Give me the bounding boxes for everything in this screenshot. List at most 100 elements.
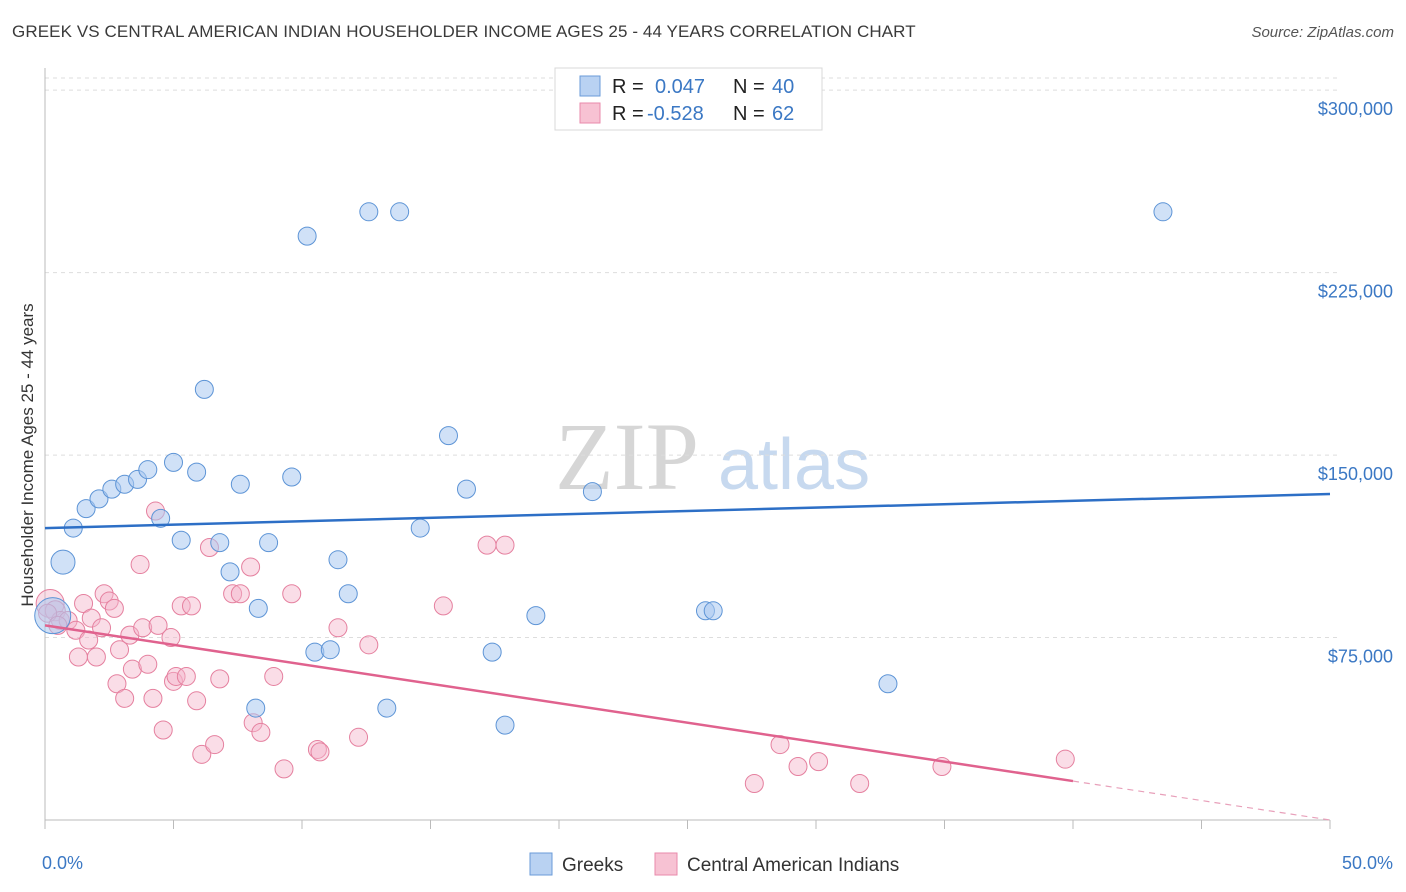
cai-point (171, 596, 191, 616)
cai-point (68, 647, 88, 667)
cai-point (328, 618, 348, 638)
watermark-zip: ZIP (555, 403, 699, 510)
legend-n-label-greeks: N = (733, 76, 765, 98)
greeks-point (390, 202, 410, 222)
cai-point (205, 735, 225, 755)
greeks-point (171, 530, 191, 550)
cai-point (153, 720, 173, 740)
y-tick-label: $225,000 (1318, 282, 1393, 302)
cai-point (176, 666, 196, 686)
greeks-point (76, 499, 96, 519)
cai-point (133, 618, 153, 638)
greeks-point (194, 379, 214, 399)
greeks-point (495, 715, 515, 735)
cai-point (349, 727, 369, 747)
greeks-point (138, 460, 158, 480)
series-greeks-points (34, 202, 1173, 735)
bottom-legend-swatch-greeks (529, 852, 553, 876)
chart-title: GREEK VS CENTRAL AMERICAN INDIAN HOUSEHO… (12, 22, 916, 41)
greeks-point (703, 601, 723, 621)
cai-point (122, 659, 142, 679)
cai-point (1055, 749, 1075, 769)
cai-point (307, 739, 327, 759)
greeks-point (164, 452, 183, 472)
cai-point (187, 691, 207, 711)
cai-point (166, 666, 186, 686)
legend-r-label-greeks: R = (612, 76, 644, 98)
cai-point (115, 688, 135, 708)
greeks-point (878, 674, 898, 694)
legend-swatch-cai (579, 102, 601, 124)
cai-point (130, 555, 150, 575)
greeks-point (338, 584, 358, 604)
greeks-point (246, 698, 266, 718)
greeks-point (230, 474, 250, 494)
cai-point (495, 535, 515, 555)
greeks-point (34, 597, 72, 635)
greeks-point (89, 489, 109, 509)
greeks-point (377, 698, 397, 718)
cai-point (192, 744, 212, 764)
cai-point (310, 742, 330, 762)
source-label: Source: ZipAtlas.com (1251, 24, 1394, 41)
legend-r-value-cai: -0.528 (647, 103, 704, 125)
y-tick-label: $150,000 (1318, 464, 1393, 484)
cai-trend-extension (1072, 780, 1331, 821)
legend-n-value-cai: 62 (772, 103, 794, 125)
x-tick-label-min: 0.0% (42, 853, 83, 873)
cai-point (850, 774, 870, 794)
axes (44, 68, 1331, 829)
bottom-legend-swatch-cai (654, 852, 678, 876)
trend-lines (44, 492, 1331, 821)
cai-point (164, 671, 183, 691)
cai-point (223, 584, 243, 604)
y-tick-label: $300,000 (1318, 99, 1393, 119)
gridlines (45, 77, 1338, 639)
cai-point (81, 608, 101, 628)
watermark-atlas: atlas (718, 425, 870, 505)
cai-point (104, 598, 124, 618)
legend-n-value-greeks: 40 (772, 76, 794, 98)
y-tick-label: $75,000 (1328, 647, 1393, 667)
legend-r-value-greeks: 0.047 (655, 76, 705, 98)
greeks-point (456, 479, 476, 499)
cai-point (210, 669, 230, 689)
greeks-point (220, 562, 240, 582)
greeks-point (410, 518, 430, 538)
cai-point (143, 688, 163, 708)
cai-point (477, 535, 497, 555)
stats-legend: R = 0.047 N = 40 R = -0.528 N = 62 (554, 67, 823, 131)
cai-point (433, 596, 453, 616)
greeks-point (582, 482, 602, 502)
series-legend: Greeks Central American Indians (529, 852, 899, 876)
cai-point (161, 628, 181, 648)
greeks-point (151, 508, 171, 528)
cai-point (148, 615, 168, 635)
cai-point (809, 752, 829, 772)
tick-labels: $75,000 $150,000 $225,000 $300,000 0.0% 50.0% (42, 99, 1393, 873)
cai-point (74, 593, 94, 613)
greeks-point (187, 462, 207, 482)
greeks-point (320, 640, 340, 660)
cai-point (359, 635, 379, 655)
greeks-point (248, 598, 268, 618)
cai-point (788, 756, 808, 776)
cai-point (282, 584, 302, 604)
x-tick-label-max: 50.0% (1342, 853, 1393, 873)
cai-point (230, 584, 250, 604)
greeks-point (438, 426, 458, 446)
legend-r-label-cai: R = (612, 103, 644, 125)
bottom-legend-cai: Central American Indians (687, 855, 899, 876)
cai-point (138, 654, 158, 674)
greeks-point (259, 533, 279, 553)
cai-trend-line (44, 624, 1074, 783)
cai-point (86, 647, 106, 667)
bottom-legend-greeks: Greeks (562, 855, 623, 876)
greeks-point (1153, 202, 1173, 222)
greeks-point (210, 533, 230, 553)
y-axis-label: Householder Income Ages 25 - 44 years (18, 303, 37, 606)
greeks-point (282, 467, 302, 487)
greeks-point (328, 550, 348, 570)
cai-point (264, 666, 284, 686)
